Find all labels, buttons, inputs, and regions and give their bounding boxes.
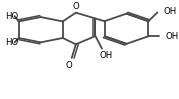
Text: O: O — [72, 2, 79, 11]
Text: OH: OH — [164, 7, 177, 16]
Text: OH: OH — [165, 32, 178, 41]
Text: O: O — [65, 61, 72, 70]
Text: HO: HO — [5, 12, 18, 21]
Text: OH: OH — [100, 51, 113, 60]
Text: HO: HO — [5, 38, 18, 47]
